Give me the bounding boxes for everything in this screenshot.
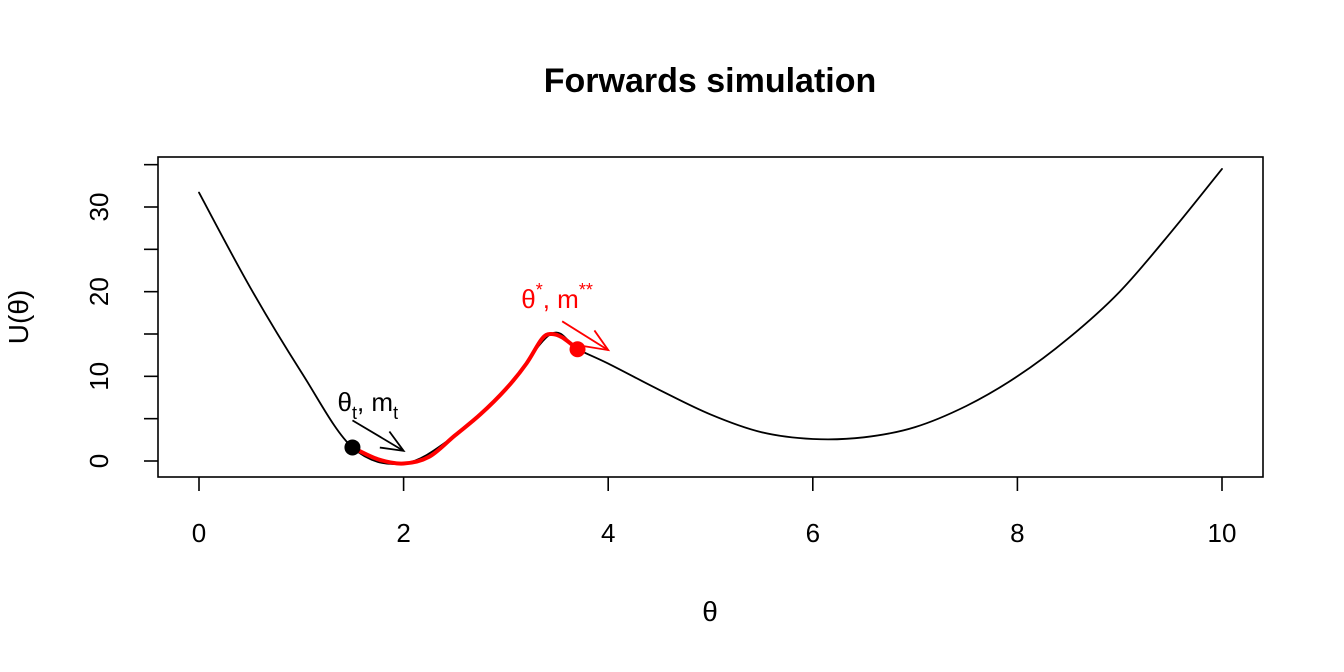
x-tick-label: 0 bbox=[192, 518, 206, 548]
plot-frame bbox=[158, 157, 1263, 477]
x-tick-label: 2 bbox=[396, 518, 410, 548]
theta-star-point bbox=[570, 341, 586, 357]
annotation-1: θt, mt bbox=[337, 387, 398, 423]
y-tick-label: 30 bbox=[84, 193, 114, 222]
plot-area: 0 2 4 6 8 10 0 10 20 30 θt, mt θ*, m** bbox=[84, 157, 1263, 548]
y-tick-label: 20 bbox=[84, 277, 114, 306]
x-tick-label: 4 bbox=[601, 518, 615, 548]
x-tick-label: 8 bbox=[1010, 518, 1024, 548]
theta-t-point bbox=[344, 439, 360, 455]
chart-title: Forwards simulation bbox=[544, 62, 877, 100]
annotation-2: θ*, m** bbox=[521, 280, 593, 314]
y-tick-label: 10 bbox=[84, 362, 114, 391]
y-axis-label: U(θ) bbox=[3, 290, 34, 344]
x-tick-label: 6 bbox=[806, 518, 820, 548]
x-axis-label: θ bbox=[702, 596, 718, 627]
x-tick-label: 10 bbox=[1208, 518, 1237, 548]
y-tick-label: 0 bbox=[84, 454, 114, 468]
